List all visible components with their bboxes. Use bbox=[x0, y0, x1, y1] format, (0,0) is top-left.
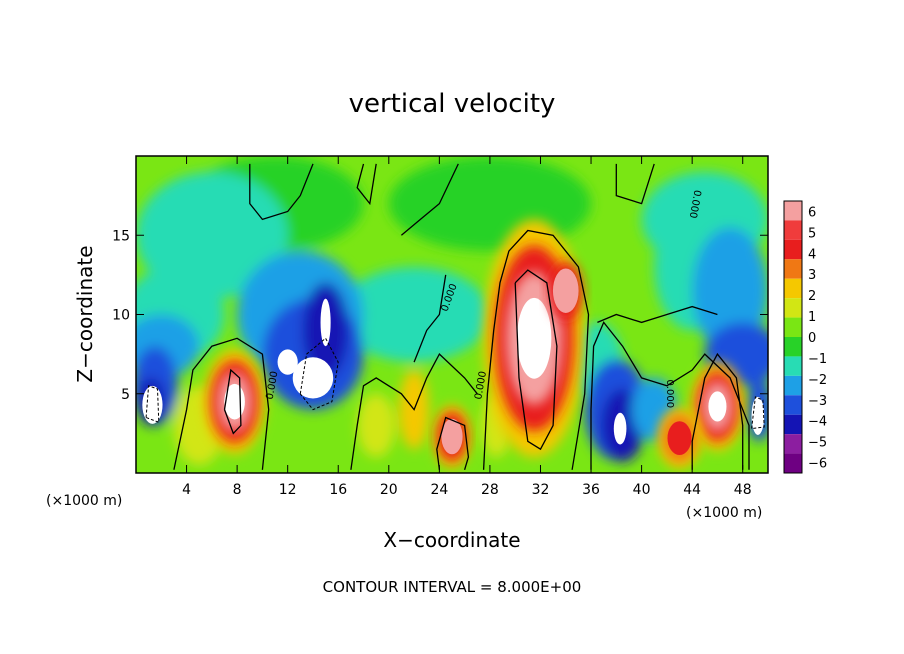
x-unit-left: (×1000 m) bbox=[46, 493, 122, 509]
core-level bbox=[441, 418, 463, 455]
contour-line bbox=[615, 163, 655, 205]
contour-line bbox=[436, 416, 470, 470]
core-level bbox=[667, 421, 692, 455]
colorbar-label: 0 bbox=[808, 331, 816, 346]
core-level bbox=[516, 297, 552, 379]
negative-contour bbox=[299, 337, 339, 411]
x-tick-label: 4 bbox=[182, 482, 191, 498]
contour-label: 0.000 bbox=[687, 189, 703, 219]
colorbar-segment bbox=[784, 453, 802, 473]
field-blob bbox=[357, 393, 396, 458]
colorbar-segment bbox=[784, 434, 802, 454]
colorbar-segment bbox=[784, 414, 802, 435]
x-tick-label: 24 bbox=[430, 482, 448, 498]
core-level bbox=[552, 268, 579, 313]
y-tick-label: 15 bbox=[112, 228, 130, 244]
contour-line bbox=[400, 163, 459, 236]
colorbar-segment bbox=[784, 259, 802, 279]
contour-line bbox=[514, 269, 558, 451]
x-tick-label: 8 bbox=[233, 482, 242, 498]
x-tick-label: 40 bbox=[633, 482, 651, 498]
x-tick-label: 12 bbox=[279, 482, 297, 498]
downdraft-saturated-patch bbox=[292, 357, 334, 399]
colorbar-label: 2 bbox=[808, 289, 816, 304]
colorbar-label: 5 bbox=[808, 226, 816, 241]
colorbar: 6 5 4 3 2 1 0 −1 −2 −3 −4 −5 −6 bbox=[783, 200, 827, 474]
contour-line bbox=[482, 229, 590, 470]
colorbar-segment bbox=[784, 395, 802, 415]
downdraft-saturated-patch bbox=[613, 412, 627, 445]
contour-line bbox=[350, 353, 478, 470]
y-tick-label: 5 bbox=[121, 387, 130, 403]
colorbar-segment bbox=[784, 278, 802, 299]
updraft-core-4 bbox=[433, 404, 471, 469]
colorbar-label: −5 bbox=[808, 436, 827, 451]
field-blob bbox=[388, 156, 592, 252]
y-axis: 5 10 15 bbox=[112, 228, 768, 403]
colorbar-segment bbox=[784, 375, 802, 396]
contour-line bbox=[597, 305, 718, 324]
colorbar-label: −1 bbox=[808, 352, 827, 367]
contour-interval-note: CONTOUR INTERVAL = 8.000E+00 bbox=[323, 578, 582, 596]
contour-line bbox=[249, 163, 314, 221]
contour-label: 0.000 bbox=[664, 379, 675, 408]
contour-label: 0.000 bbox=[265, 370, 281, 400]
chart-title: vertical velocity bbox=[349, 89, 556, 119]
colorbar-segment bbox=[784, 239, 802, 260]
y-axis-label: Z−coordinate bbox=[73, 245, 97, 382]
x-unit-right: (×1000 m) bbox=[686, 505, 762, 521]
contour-line bbox=[691, 352, 744, 470]
colorbar-label: −2 bbox=[808, 373, 827, 388]
x-tick-label: 32 bbox=[532, 482, 550, 498]
colorbar-segment bbox=[784, 356, 802, 376]
colorbar-frame bbox=[783, 200, 803, 474]
updraft-core-2 bbox=[204, 349, 265, 454]
colorbar-label: −4 bbox=[808, 415, 827, 430]
negative-contour bbox=[751, 396, 765, 430]
colorbar-segment bbox=[784, 337, 802, 357]
colorbar-label: 6 bbox=[808, 205, 816, 220]
contour-line bbox=[223, 368, 242, 435]
x-tick-label: 48 bbox=[734, 482, 752, 498]
colorbar-segment bbox=[784, 317, 802, 337]
x-tick-label: 28 bbox=[481, 482, 499, 498]
y-tick-label: 10 bbox=[112, 308, 130, 324]
updraft-core-5 bbox=[658, 408, 702, 469]
field-blob bbox=[338, 266, 490, 363]
colorbar-label: 3 bbox=[808, 268, 816, 283]
colorbar-segment bbox=[784, 298, 802, 318]
colorbar-segment bbox=[784, 201, 802, 221]
colorbar-label: −3 bbox=[808, 394, 827, 409]
field-blob bbox=[692, 227, 768, 355]
x-tick-label: 20 bbox=[380, 482, 398, 498]
contour-line bbox=[173, 337, 270, 470]
downdraft-saturated-patch bbox=[277, 349, 298, 375]
x-axis: 4 8 12 16 20 24 28 32 36 40 44 48 bbox=[182, 156, 752, 498]
negative-contour bbox=[145, 385, 160, 424]
x-tick-label: 44 bbox=[683, 482, 701, 498]
colorbar-label: −6 bbox=[808, 457, 827, 472]
x-tick-label: 36 bbox=[582, 482, 600, 498]
updraft-core-6 bbox=[549, 262, 583, 320]
colorbar-segment bbox=[784, 220, 802, 240]
contour-line bbox=[413, 274, 447, 363]
downdraft-saturated-patch bbox=[320, 298, 331, 347]
contour-line bbox=[590, 321, 750, 470]
colorbar-label: 1 bbox=[808, 310, 816, 325]
contour-label: 0.000 bbox=[473, 370, 489, 400]
x-tick-label: 16 bbox=[329, 482, 347, 498]
core-level bbox=[708, 391, 727, 422]
colorbar-label: 4 bbox=[808, 247, 816, 262]
downdraft-saturated-patch bbox=[142, 385, 163, 424]
x-axis-label: X−coordinate bbox=[383, 528, 520, 552]
contour-line bbox=[356, 163, 377, 206]
